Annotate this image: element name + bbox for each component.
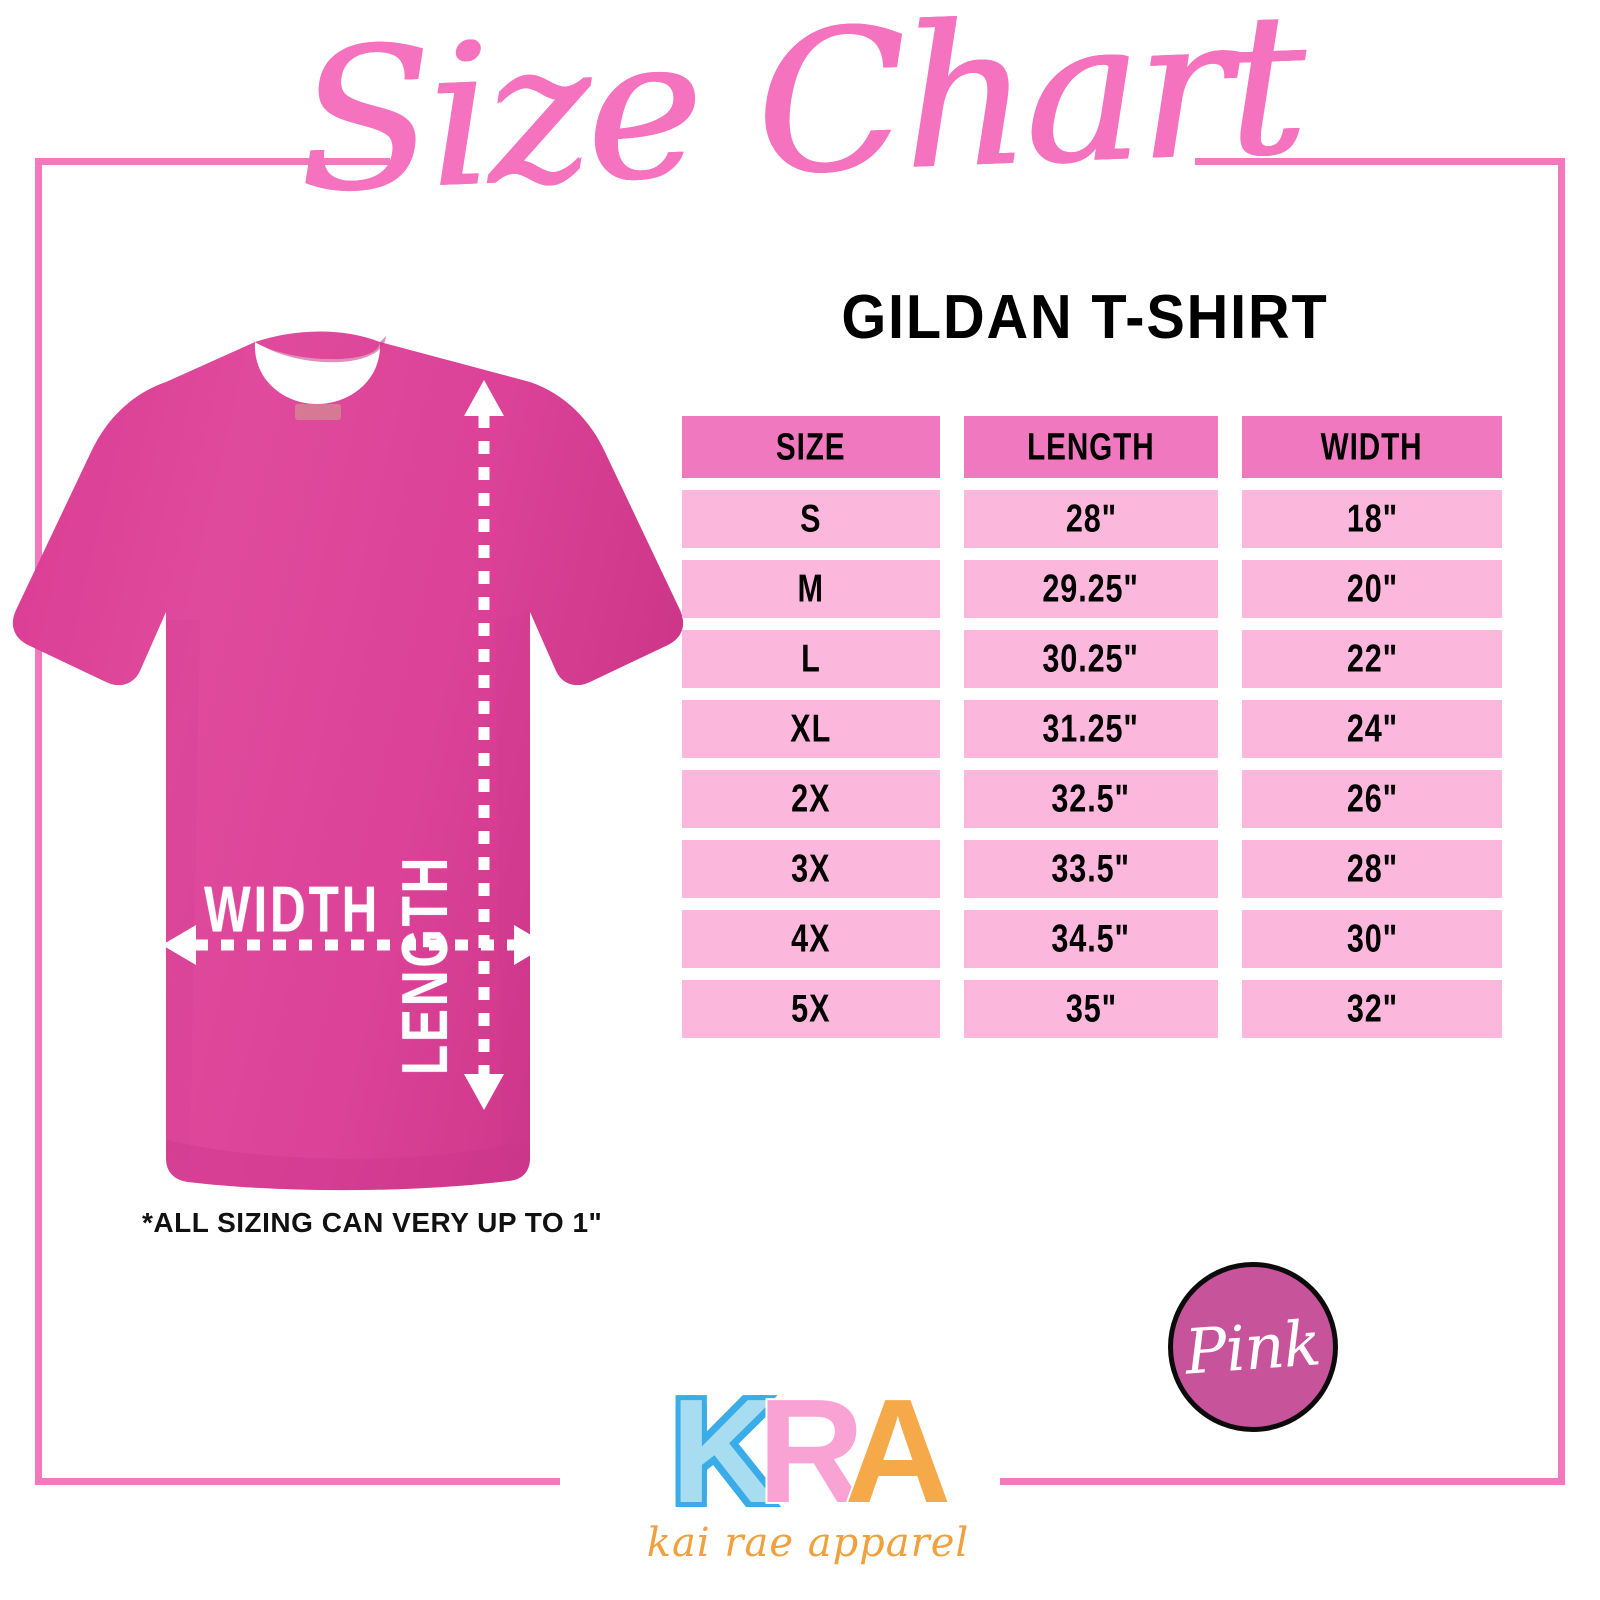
column-header-width-text: WIDTH: [1321, 425, 1423, 468]
cell-size: 4X: [682, 910, 940, 968]
cell-width: 32": [1242, 980, 1502, 1038]
table-row: S 28" 18": [682, 490, 1502, 548]
frame-border-top-right: [1195, 158, 1565, 165]
cell-length: 33.5": [963, 840, 1219, 898]
cell-width: 30": [1242, 910, 1502, 968]
cell-length: 32.5": [963, 770, 1219, 828]
cell-size: XL: [682, 700, 940, 758]
cell-length: 28": [963, 490, 1219, 548]
logo-letter-r: R: [756, 1369, 867, 1534]
logo-letter-k: K: [669, 1369, 780, 1534]
color-swatch-label: Pink: [1183, 1305, 1323, 1389]
cell-width: 26": [1242, 770, 1502, 828]
cell-length: 30.25": [963, 630, 1219, 688]
column-header-width: WIDTH: [1242, 416, 1502, 478]
table-row: L 30.25" 22": [682, 630, 1502, 688]
cell-length: 29.25": [963, 560, 1219, 618]
tshirt-icon: [12, 331, 684, 1191]
column-header-size-text: SIZE: [776, 425, 846, 468]
cell-width: 24": [1242, 700, 1502, 758]
cell-size: 2X: [682, 770, 940, 828]
cell-length: 35": [963, 980, 1219, 1038]
cell-width: 22": [1242, 630, 1502, 688]
table-row: 4X 34.5" 30": [682, 910, 1502, 968]
column-header-length-text: LENGTH: [1027, 425, 1155, 468]
cell-width: 28": [1242, 840, 1502, 898]
color-swatch-badge: Pink: [1168, 1262, 1338, 1432]
cell-size: M: [682, 560, 940, 618]
cell-width: 18": [1242, 490, 1502, 548]
brand-logo-letters: K R A: [608, 1369, 1008, 1534]
frame-border-left: [35, 158, 42, 1485]
table-row: M 29.25" 20": [682, 560, 1502, 618]
cell-width: 20": [1242, 560, 1502, 618]
cell-size: 5X: [682, 980, 940, 1038]
frame-border-bottom-right: [1000, 1478, 1565, 1485]
sizing-disclaimer: *ALL SIZING CAN VERY UP TO 1": [142, 1207, 603, 1238]
table-header-row: SIZE LENGTH WIDTH: [682, 416, 1502, 478]
cell-size: L: [682, 630, 940, 688]
brand-logo: K R A kai rae apparel: [608, 1369, 1008, 1588]
shirt-length-label: LENGTH: [389, 854, 462, 1075]
table-row: 3X 33.5" 28": [682, 840, 1502, 898]
frame-border-top-left: [35, 158, 390, 165]
cell-length: 34.5": [963, 910, 1219, 968]
page-title: Size Chart: [293, 0, 1307, 238]
table-row: 5X 35" 32": [682, 980, 1502, 1038]
brand-tagline: kai rae apparel: [646, 1520, 970, 1566]
frame-border-bottom-left: [35, 1478, 560, 1485]
logo-letter-a: A: [842, 1369, 953, 1534]
tshirt-diagram: WIDTH LENGTH: [0, 320, 690, 1220]
table-row: XL 31.25" 24": [682, 700, 1502, 758]
shirt-width-label: WIDTH: [204, 873, 381, 947]
cell-size: 3X: [682, 840, 940, 898]
product-subtitle: GILDAN T-SHIRT: [841, 283, 1329, 352]
column-header-size: SIZE: [682, 416, 940, 478]
size-chart-table: SIZE LENGTH WIDTH S 28" 18" M 29.25" 20"…: [682, 416, 1502, 1050]
frame-border-right: [1558, 158, 1565, 1485]
cell-size: S: [682, 490, 940, 548]
cell-length: 31.25": [963, 700, 1219, 758]
column-header-length: LENGTH: [963, 416, 1219, 478]
table-row: 2X 32.5" 26": [682, 770, 1502, 828]
